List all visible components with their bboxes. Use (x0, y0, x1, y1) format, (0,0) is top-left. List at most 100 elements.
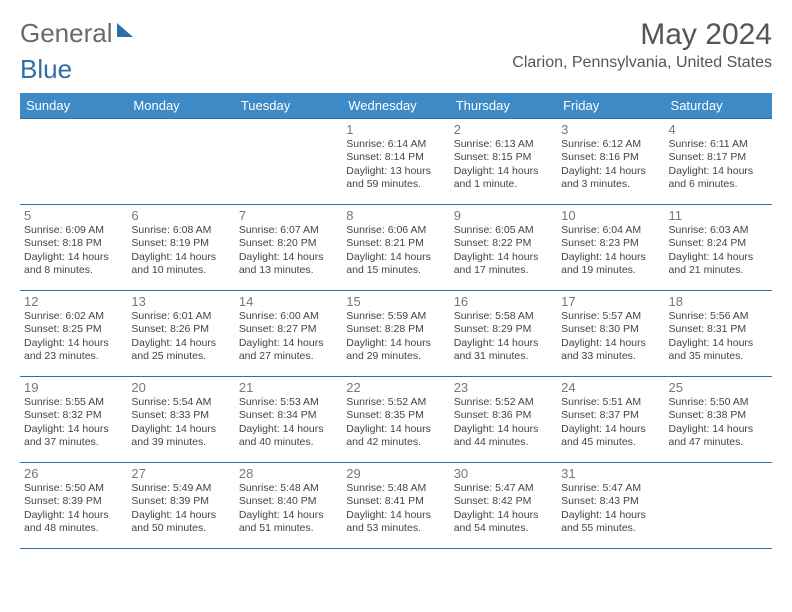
day-info: Sunrise: 5:58 AMSunset: 8:29 PMDaylight:… (454, 310, 553, 364)
day-number: 2 (454, 122, 553, 137)
day-number: 16 (454, 294, 553, 309)
logo-text-gray: General (20, 18, 113, 49)
empty-cell (127, 119, 234, 205)
day-info: Sunrise: 5:47 AMSunset: 8:43 PMDaylight:… (561, 482, 660, 536)
day-cell: 1Sunrise: 6:14 AMSunset: 8:14 PMDaylight… (342, 119, 449, 205)
day-info: Sunrise: 6:02 AMSunset: 8:25 PMDaylight:… (24, 310, 123, 364)
sail-icon (117, 23, 133, 37)
day-info: Sunrise: 5:51 AMSunset: 8:37 PMDaylight:… (561, 396, 660, 450)
day-cell: 20Sunrise: 5:54 AMSunset: 8:33 PMDayligh… (127, 377, 234, 463)
day-info: Sunrise: 6:07 AMSunset: 8:20 PMDaylight:… (239, 224, 338, 278)
day-info: Sunrise: 6:14 AMSunset: 8:14 PMDaylight:… (346, 138, 445, 192)
day-info: Sunrise: 5:56 AMSunset: 8:31 PMDaylight:… (669, 310, 768, 364)
logo: General (20, 18, 133, 49)
day-info: Sunrise: 6:00 AMSunset: 8:27 PMDaylight:… (239, 310, 338, 364)
calendar-week-row: 5Sunrise: 6:09 AMSunset: 8:18 PMDaylight… (20, 205, 772, 291)
day-cell: 4Sunrise: 6:11 AMSunset: 8:17 PMDaylight… (665, 119, 772, 205)
day-cell: 25Sunrise: 5:50 AMSunset: 8:38 PMDayligh… (665, 377, 772, 463)
weekday-header: Friday (557, 93, 664, 119)
day-number: 29 (346, 466, 445, 481)
day-number: 27 (131, 466, 230, 481)
day-number: 17 (561, 294, 660, 309)
day-cell: 15Sunrise: 5:59 AMSunset: 8:28 PMDayligh… (342, 291, 449, 377)
day-cell: 29Sunrise: 5:48 AMSunset: 8:41 PMDayligh… (342, 463, 449, 549)
day-number: 20 (131, 380, 230, 395)
day-number: 6 (131, 208, 230, 223)
day-info: Sunrise: 6:12 AMSunset: 8:16 PMDaylight:… (561, 138, 660, 192)
day-info: Sunrise: 6:06 AMSunset: 8:21 PMDaylight:… (346, 224, 445, 278)
day-info: Sunrise: 6:03 AMSunset: 8:24 PMDaylight:… (669, 224, 768, 278)
weekday-header: Tuesday (235, 93, 342, 119)
day-number: 23 (454, 380, 553, 395)
logo-text-blue: Blue (20, 54, 72, 85)
day-cell: 31Sunrise: 5:47 AMSunset: 8:43 PMDayligh… (557, 463, 664, 549)
day-cell: 9Sunrise: 6:05 AMSunset: 8:22 PMDaylight… (450, 205, 557, 291)
day-number: 3 (561, 122, 660, 137)
day-cell: 16Sunrise: 5:58 AMSunset: 8:29 PMDayligh… (450, 291, 557, 377)
day-cell: 23Sunrise: 5:52 AMSunset: 8:36 PMDayligh… (450, 377, 557, 463)
empty-cell (20, 119, 127, 205)
day-info: Sunrise: 5:50 AMSunset: 8:38 PMDaylight:… (669, 396, 768, 450)
empty-cell (665, 463, 772, 549)
weekday-header: Wednesday (342, 93, 449, 119)
day-number: 18 (669, 294, 768, 309)
day-cell: 22Sunrise: 5:52 AMSunset: 8:35 PMDayligh… (342, 377, 449, 463)
day-number: 8 (346, 208, 445, 223)
day-cell: 30Sunrise: 5:47 AMSunset: 8:42 PMDayligh… (450, 463, 557, 549)
day-cell: 7Sunrise: 6:07 AMSunset: 8:20 PMDaylight… (235, 205, 342, 291)
day-cell: 21Sunrise: 5:53 AMSunset: 8:34 PMDayligh… (235, 377, 342, 463)
day-cell: 14Sunrise: 6:00 AMSunset: 8:27 PMDayligh… (235, 291, 342, 377)
day-number: 31 (561, 466, 660, 481)
day-info: Sunrise: 5:55 AMSunset: 8:32 PMDaylight:… (24, 396, 123, 450)
day-number: 28 (239, 466, 338, 481)
day-cell: 24Sunrise: 5:51 AMSunset: 8:37 PMDayligh… (557, 377, 664, 463)
day-number: 14 (239, 294, 338, 309)
day-cell: 26Sunrise: 5:50 AMSunset: 8:39 PMDayligh… (20, 463, 127, 549)
day-number: 13 (131, 294, 230, 309)
day-info: Sunrise: 6:11 AMSunset: 8:17 PMDaylight:… (669, 138, 768, 192)
weekday-header: Thursday (450, 93, 557, 119)
day-number: 4 (669, 122, 768, 137)
day-info: Sunrise: 5:52 AMSunset: 8:36 PMDaylight:… (454, 396, 553, 450)
day-number: 24 (561, 380, 660, 395)
calendar-table: SundayMondayTuesdayWednesdayThursdayFrid… (20, 93, 772, 549)
day-info: Sunrise: 5:49 AMSunset: 8:39 PMDaylight:… (131, 482, 230, 536)
title-block: May 2024 Clarion, Pennsylvania, United S… (512, 18, 772, 72)
day-info: Sunrise: 6:09 AMSunset: 8:18 PMDaylight:… (24, 224, 123, 278)
day-cell: 6Sunrise: 6:08 AMSunset: 8:19 PMDaylight… (127, 205, 234, 291)
day-info: Sunrise: 6:13 AMSunset: 8:15 PMDaylight:… (454, 138, 553, 192)
day-cell: 12Sunrise: 6:02 AMSunset: 8:25 PMDayligh… (20, 291, 127, 377)
day-cell: 3Sunrise: 6:12 AMSunset: 8:16 PMDaylight… (557, 119, 664, 205)
day-info: Sunrise: 6:01 AMSunset: 8:26 PMDaylight:… (131, 310, 230, 364)
day-cell: 17Sunrise: 5:57 AMSunset: 8:30 PMDayligh… (557, 291, 664, 377)
day-number: 22 (346, 380, 445, 395)
calendar-week-row: 26Sunrise: 5:50 AMSunset: 8:39 PMDayligh… (20, 463, 772, 549)
day-info: Sunrise: 5:48 AMSunset: 8:40 PMDaylight:… (239, 482, 338, 536)
day-number: 7 (239, 208, 338, 223)
day-number: 25 (669, 380, 768, 395)
day-cell: 13Sunrise: 6:01 AMSunset: 8:26 PMDayligh… (127, 291, 234, 377)
day-number: 1 (346, 122, 445, 137)
day-info: Sunrise: 5:48 AMSunset: 8:41 PMDaylight:… (346, 482, 445, 536)
day-info: Sunrise: 5:53 AMSunset: 8:34 PMDaylight:… (239, 396, 338, 450)
day-cell: 10Sunrise: 6:04 AMSunset: 8:23 PMDayligh… (557, 205, 664, 291)
day-info: Sunrise: 5:54 AMSunset: 8:33 PMDaylight:… (131, 396, 230, 450)
day-cell: 18Sunrise: 5:56 AMSunset: 8:31 PMDayligh… (665, 291, 772, 377)
calendar-head: SundayMondayTuesdayWednesdayThursdayFrid… (20, 93, 772, 119)
day-number: 15 (346, 294, 445, 309)
day-number: 10 (561, 208, 660, 223)
weekday-header: Monday (127, 93, 234, 119)
day-cell: 2Sunrise: 6:13 AMSunset: 8:15 PMDaylight… (450, 119, 557, 205)
weekday-header: Sunday (20, 93, 127, 119)
day-number: 5 (24, 208, 123, 223)
day-info: Sunrise: 5:52 AMSunset: 8:35 PMDaylight:… (346, 396, 445, 450)
calendar-week-row: 1Sunrise: 6:14 AMSunset: 8:14 PMDaylight… (20, 119, 772, 205)
day-number: 21 (239, 380, 338, 395)
day-number: 12 (24, 294, 123, 309)
day-number: 30 (454, 466, 553, 481)
day-cell: 11Sunrise: 6:03 AMSunset: 8:24 PMDayligh… (665, 205, 772, 291)
day-info: Sunrise: 6:08 AMSunset: 8:19 PMDaylight:… (131, 224, 230, 278)
day-cell: 5Sunrise: 6:09 AMSunset: 8:18 PMDaylight… (20, 205, 127, 291)
calendar-body: 1Sunrise: 6:14 AMSunset: 8:14 PMDaylight… (20, 119, 772, 549)
empty-cell (235, 119, 342, 205)
